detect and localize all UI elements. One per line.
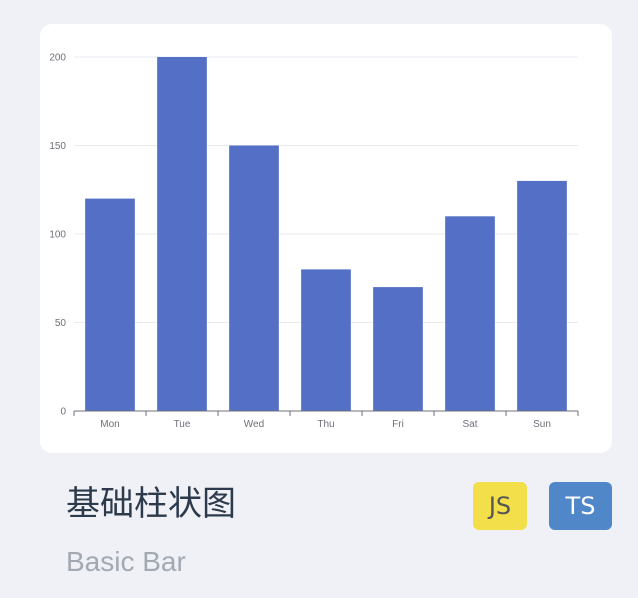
x-tick-label-tue: Tue [174, 419, 191, 430]
axes [73, 410, 579, 416]
bar-fri[interactable] [373, 287, 423, 411]
y-tick-label: 150 [49, 141, 66, 152]
y-tick-label: 200 [49, 53, 66, 64]
x-tick-label-thu: Thu [317, 419, 334, 430]
x-tick-label-fri: Fri [392, 419, 404, 430]
bar-chart: 0 50 100 150 200 Mon Tue Wed Thu Fri Sat Sun [49, 53, 579, 431]
bar-mon[interactable] [85, 198, 135, 411]
chart-subtitle: Basic Bar [66, 546, 186, 577]
bar-tue[interactable] [157, 57, 207, 411]
x-tick-label-mon: Mon [100, 419, 119, 430]
y-tick-label: 0 [60, 407, 66, 418]
bar-sat[interactable] [445, 216, 495, 411]
bar-thu[interactable] [301, 269, 351, 411]
js-badge[interactable]: JS [473, 482, 527, 530]
y-tick-label: 50 [55, 318, 67, 329]
bars [85, 57, 567, 411]
ts-badge[interactable]: TS [549, 482, 612, 530]
chart-card[interactable]: 0 50 100 150 200 Mon Tue Wed Thu Fri Sat Sun [40, 24, 612, 453]
bar-wed[interactable] [229, 145, 279, 412]
tick-labels: 0 50 100 150 200 Mon Tue Wed Thu Fri Sat Sun [49, 53, 551, 431]
x-tick-label-wed: Wed [244, 419, 264, 430]
chart-title[interactable]: 基础柱状图 [66, 484, 236, 524]
x-tick-label-sat: Sat [462, 419, 477, 430]
bar-sun[interactable] [517, 180, 567, 411]
y-tick-label: 100 [49, 230, 66, 241]
x-tick-label-sun: Sun [533, 419, 551, 430]
